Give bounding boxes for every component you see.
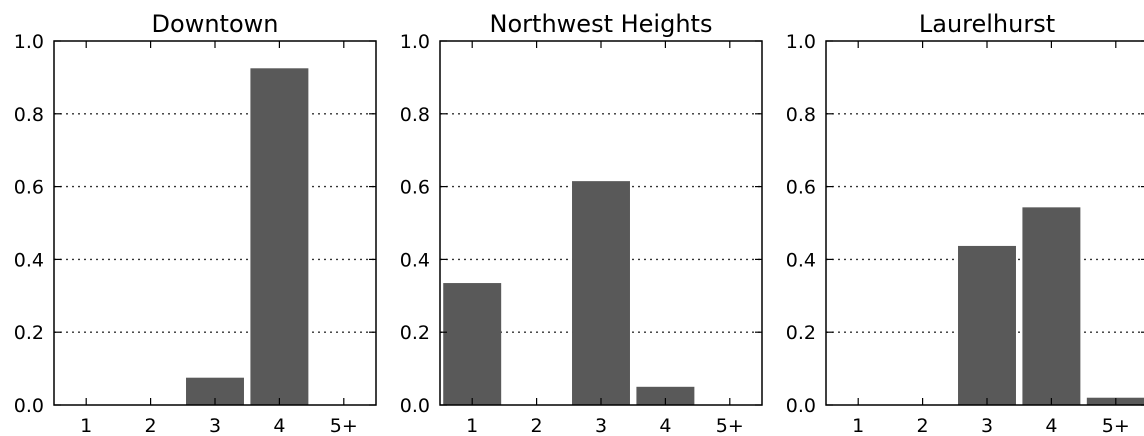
chart-title: Laurelhurst [919,10,1055,38]
y-tick-label: 0.8 [786,104,816,126]
x-tick-label: 3 [981,415,993,436]
y-tick-label: 0.0 [786,395,816,417]
y-tick-label: 0.4 [14,249,44,271]
y-tick-label: 1.0 [14,31,44,53]
y-tick-label: 0.4 [400,249,430,271]
x-tick-label: 4 [273,415,285,436]
y-tick-label: 0.0 [400,395,430,417]
subplot-1: 0.0 0.2 0.4 0.6 0.8 1.0 1 2 3 4 5+ Downtown [14,10,377,436]
x-tick-label: 5+ [330,415,358,436]
y-tick-label: 0.6 [786,177,816,199]
y-tick-label: 0.6 [400,177,430,199]
x-tick-label: 5+ [1102,415,1130,436]
x-tick-label: 3 [595,415,607,436]
chart-title: Northwest Heights [490,10,713,38]
y-tick-label: 0.2 [14,322,44,344]
bar-3 [572,181,630,405]
y-tick-label: 1.0 [400,31,430,53]
y-tick-label: 0.2 [400,322,430,344]
subplot-3: 0.0 0.2 0.4 0.6 0.8 1.0 1 2 3 4 5+ Laurelhurst [786,10,1144,436]
y-tick-label: 0.8 [400,104,430,126]
chart-title: Downtown [152,10,279,38]
y-tick-label: 0.6 [14,177,44,199]
y-tick-label: 0.0 [14,395,44,417]
x-tick-label: 1 [852,415,864,436]
y-tick-label: 0.8 [14,104,44,126]
plot-frame [53,40,377,406]
x-tick-label: 2 [917,415,929,436]
x-tick-label: 1 [466,415,478,436]
y-tick-label: 0.2 [786,322,816,344]
x-tick-label: 4 [1045,415,1057,436]
bar-3 [958,245,1016,405]
subplot-2: 0.0 0.2 0.4 0.6 0.8 1.0 1 2 3 4 5+ Northwest Height… [400,10,763,436]
x-tick-label: 3 [209,415,221,436]
bar-1 [443,283,502,405]
y-tick-label: 1.0 [786,31,816,53]
bar-4 [636,386,695,405]
x-tick-label: 4 [659,415,671,436]
x-tick-label: 1 [80,415,92,436]
bar-4 [1022,207,1081,405]
x-tick-label: 5+ [716,415,744,436]
y-tick-label: 0.4 [786,249,816,271]
bar-4 [250,68,309,406]
x-tick-label: 2 [531,415,543,436]
x-tick-label: 2 [145,415,157,436]
